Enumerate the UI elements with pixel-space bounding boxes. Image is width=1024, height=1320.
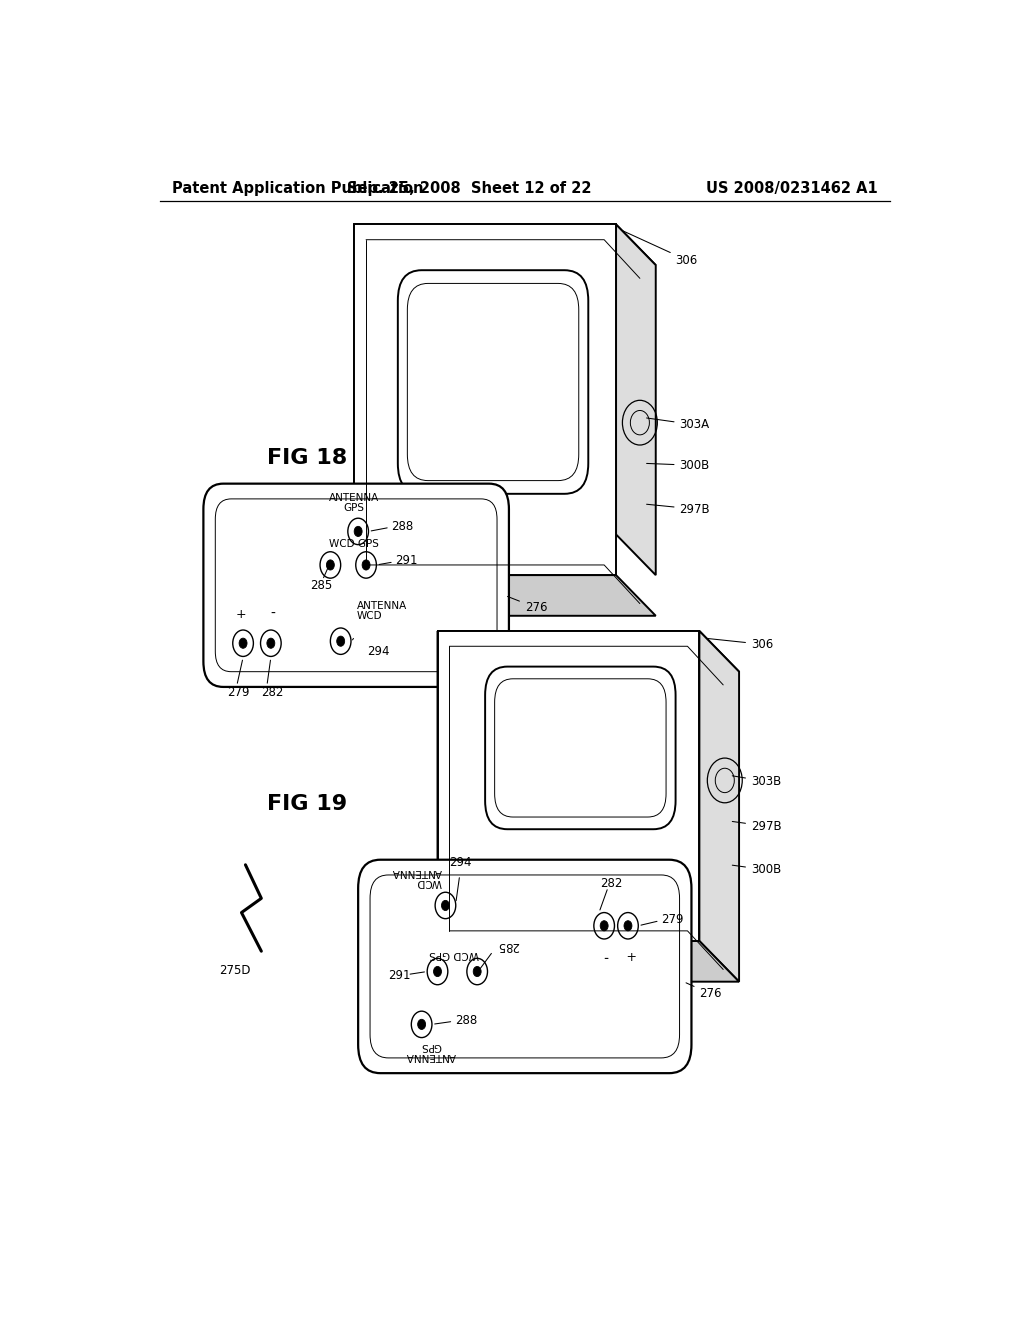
Text: Patent Application Publication: Patent Application Publication	[172, 181, 423, 197]
FancyBboxPatch shape	[408, 284, 579, 480]
Text: 291: 291	[395, 554, 418, 568]
Text: GPS: GPS	[421, 1040, 441, 1051]
Polygon shape	[437, 631, 739, 672]
Text: 300B: 300B	[646, 459, 710, 471]
Text: 288: 288	[455, 1014, 477, 1027]
Polygon shape	[437, 631, 477, 982]
Text: 294: 294	[367, 645, 389, 657]
Polygon shape	[354, 224, 616, 576]
Text: 279: 279	[227, 685, 250, 698]
FancyBboxPatch shape	[358, 859, 691, 1073]
Circle shape	[624, 921, 632, 931]
FancyBboxPatch shape	[495, 678, 666, 817]
Text: GPS: GPS	[344, 503, 365, 513]
Text: ANTENNA: ANTENNA	[391, 867, 441, 876]
Text: WCD: WCD	[356, 611, 382, 620]
Polygon shape	[616, 224, 655, 576]
Text: 297B: 297B	[732, 820, 781, 833]
Text: +: +	[236, 609, 246, 620]
Circle shape	[600, 921, 608, 931]
Text: 303B: 303B	[732, 775, 781, 788]
Text: 276: 276	[508, 597, 547, 614]
Text: 300B: 300B	[732, 863, 781, 876]
Text: 291: 291	[388, 969, 411, 982]
Circle shape	[354, 527, 362, 536]
Text: WCD GPS: WCD GPS	[329, 539, 379, 549]
Text: 288: 288	[391, 520, 414, 533]
Text: -: -	[270, 607, 274, 620]
Text: 294: 294	[450, 857, 472, 870]
Text: 275D: 275D	[219, 965, 251, 977]
Circle shape	[267, 638, 274, 648]
Polygon shape	[437, 631, 699, 941]
Circle shape	[337, 636, 345, 647]
Text: FIG 19: FIG 19	[267, 793, 347, 814]
Text: 279: 279	[662, 913, 684, 927]
Text: 297B: 297B	[646, 503, 711, 516]
Circle shape	[327, 560, 335, 570]
FancyBboxPatch shape	[397, 271, 588, 494]
Text: 282: 282	[261, 685, 284, 698]
FancyBboxPatch shape	[370, 875, 680, 1057]
Text: 306: 306	[623, 231, 697, 267]
Text: WCD: WCD	[416, 878, 441, 887]
Text: -: -	[603, 948, 608, 962]
Polygon shape	[354, 224, 394, 615]
Text: US 2008/0231462 A1: US 2008/0231462 A1	[707, 181, 878, 197]
Polygon shape	[354, 224, 655, 265]
Circle shape	[240, 638, 247, 648]
Text: ANTENNA: ANTENNA	[356, 601, 407, 611]
Text: 276: 276	[686, 983, 722, 1001]
FancyBboxPatch shape	[485, 667, 676, 829]
Text: FIG 18: FIG 18	[267, 449, 347, 469]
Text: ANTENNA: ANTENNA	[329, 492, 379, 503]
Text: 285: 285	[310, 578, 333, 591]
Circle shape	[441, 900, 450, 911]
Text: 303A: 303A	[646, 418, 710, 432]
Text: 282: 282	[600, 876, 623, 890]
Text: +: +	[625, 948, 635, 961]
Polygon shape	[699, 631, 739, 982]
FancyBboxPatch shape	[204, 483, 509, 686]
Circle shape	[418, 1019, 426, 1030]
Circle shape	[362, 560, 370, 570]
FancyBboxPatch shape	[215, 499, 497, 672]
Text: ANTENNA: ANTENNA	[407, 1051, 457, 1061]
Circle shape	[433, 966, 441, 977]
Polygon shape	[437, 941, 739, 982]
Polygon shape	[354, 576, 655, 615]
Text: Sep. 25, 2008  Sheet 12 of 22: Sep. 25, 2008 Sheet 12 of 22	[347, 181, 592, 197]
Text: WCD GPS: WCD GPS	[429, 949, 479, 960]
Text: 306: 306	[707, 638, 773, 651]
Text: 285: 285	[497, 939, 519, 952]
Circle shape	[473, 966, 481, 977]
